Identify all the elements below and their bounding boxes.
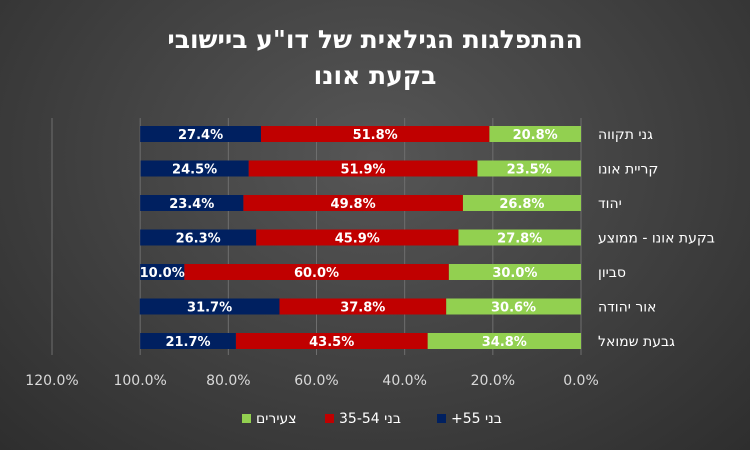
x-tick-label: 40.0%: [382, 373, 426, 389]
legend: +55 בני 35-54 בני צעירים: [242, 411, 502, 427]
data-label: 43.5%: [309, 335, 354, 350]
x-tick-label: 60.0%: [294, 373, 338, 389]
chart-title-line-2: בקעת אונו: [314, 61, 437, 90]
bar-segment: [140, 333, 236, 349]
bar-segment: [477, 160, 581, 177]
bar-segment: [489, 126, 581, 142]
legend-label: 35-54 בני: [339, 411, 401, 427]
data-label: 27.8%: [497, 232, 542, 247]
bar-segment: [235, 333, 428, 349]
legend-label: +55 בני: [451, 411, 502, 427]
data-label: 10.0%: [140, 266, 185, 281]
data-label: 31.7%: [187, 301, 232, 316]
bar-segment: [184, 264, 449, 280]
bars: 20.8% 51.8% 27.4% 23.5% 51.9% 24.5% 26.8% 49.8%…: [140, 126, 581, 350]
bar-segment: [260, 126, 490, 142]
category-label: גני תקווה: [598, 127, 653, 143]
legend-swatch: [242, 414, 251, 423]
bar-segment: [248, 160, 478, 177]
category-label: יהוד: [598, 196, 622, 212]
data-label: 60.0%: [294, 266, 339, 281]
x-tick-label: 120.0%: [25, 373, 78, 389]
data-label: 30.0%: [492, 266, 537, 281]
bar-segment: [243, 195, 463, 211]
x-axis-ticks: 120.0% 100.0% 80.0% 60.0% 40.0% 20.0% 0.0%: [25, 373, 598, 389]
x-tick-label: 80.0%: [206, 373, 250, 389]
chart-title: ההתפלגות הגילאית של דו"ע ביישובי בקעת או…: [167, 25, 582, 90]
bar-segment: [427, 333, 581, 349]
data-label: 26.3%: [176, 232, 221, 247]
chart-title-line-1: ההתפלגות הגילאית של דו"ע ביישובי: [167, 25, 582, 54]
bar-segment: [139, 298, 280, 315]
category-label: סביון: [598, 265, 626, 281]
bar-segment: [448, 264, 581, 280]
data-label: 37.8%: [340, 301, 385, 316]
legend-swatch: [325, 414, 334, 423]
data-label: 30.6%: [491, 301, 536, 316]
category-label: בקעת אונו - ממוצע: [598, 231, 715, 247]
data-label: 21.7%: [165, 335, 210, 350]
legend-swatch: [437, 414, 446, 423]
bar-segment: [279, 298, 447, 315]
data-label: 20.8%: [513, 128, 558, 143]
data-label: 26.8%: [499, 197, 544, 212]
data-label: 27.4%: [178, 128, 223, 143]
bar-segment: [462, 195, 581, 211]
data-label: 24.5%: [172, 163, 217, 178]
data-label: 23.4%: [169, 197, 214, 212]
x-tick-label: 0.0%: [563, 373, 599, 389]
legend-label: צעירים: [256, 411, 297, 427]
category-label: גבעת שמואל: [598, 334, 675, 350]
data-label: 45.9%: [335, 232, 380, 247]
bar-segment: [140, 229, 257, 246]
data-label: 23.5%: [507, 163, 552, 178]
data-label: 51.8%: [353, 128, 398, 143]
bar-segment: [458, 229, 581, 246]
category-label: אור יהודה: [598, 300, 656, 316]
bar-segment: [140, 195, 244, 211]
bar-segment: [446, 298, 581, 315]
data-label: 34.8%: [482, 335, 527, 350]
category-label: קריית אונו: [598, 162, 658, 178]
data-label: 51.9%: [340, 163, 385, 178]
bar-segment: [256, 229, 459, 246]
bar-segment: [140, 264, 185, 280]
bar-segment: [140, 126, 261, 142]
x-tick-label: 20.0%: [471, 373, 515, 389]
category-labels: גני תקווה קריית אונו יהוד בקעת אונו - ממוצע…: [598, 127, 715, 350]
x-tick-label: 100.0%: [113, 373, 166, 389]
bar-segment: [140, 160, 249, 177]
data-label: 49.8%: [331, 197, 376, 212]
